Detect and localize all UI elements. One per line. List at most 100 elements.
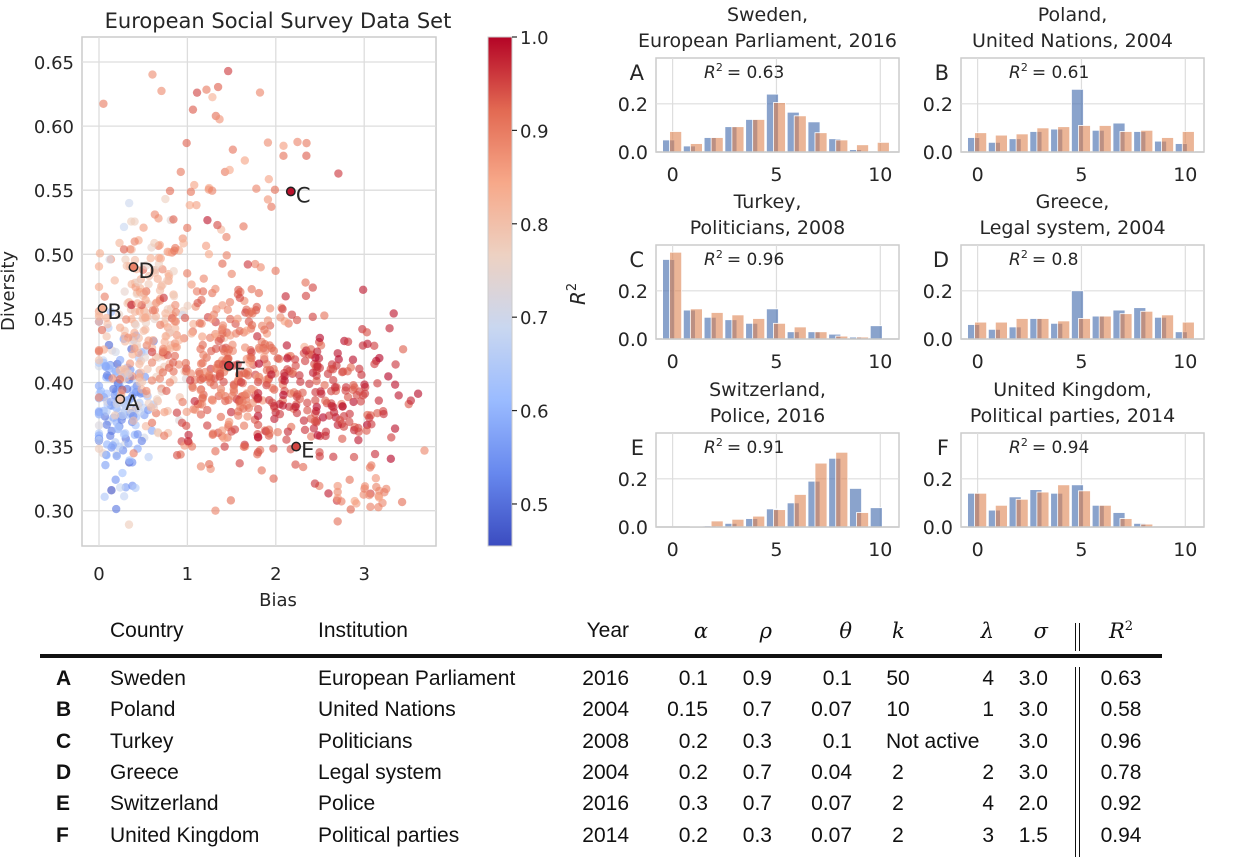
scatter-point: [115, 355, 125, 365]
scatter-point: [119, 430, 129, 439]
scatter-point: [254, 359, 264, 368]
scatter-point: [262, 380, 271, 390]
scatter-point: [247, 321, 257, 330]
scatter-point: [253, 388, 263, 398]
scatter-point: [170, 316, 179, 326]
scatter-point: [243, 412, 252, 421]
scatter-point: [94, 410, 104, 419]
scatter-labeled-point-c: [285, 186, 296, 197]
panel-x-tick-label: 10: [868, 164, 892, 186]
scatter-point: [118, 385, 127, 395]
scatter-point: [227, 427, 236, 436]
scatter-point: [299, 416, 309, 425]
histogram-bar-model: [1057, 484, 1071, 528]
scatter-point: [141, 325, 150, 334]
scatter-point: [119, 245, 129, 254]
r2-value: = 0.63: [727, 63, 785, 83]
scatter-point: [326, 364, 335, 374]
r2-symbol: R: [704, 63, 716, 83]
scatter-point: [94, 262, 104, 271]
scatter-y-ticks: 0.30 0.35 0.40 0.45 0.50 0.55 0.60 0.65: [34, 53, 74, 523]
scatter-point: [343, 337, 353, 346]
scatter-point: [291, 402, 300, 411]
scatter-point: [155, 286, 165, 295]
row-institution: United Nations: [318, 698, 456, 722]
scatter-point: [349, 397, 358, 407]
row-k: 50: [886, 667, 910, 690]
scatter-point: [240, 343, 250, 352]
scatter-point: [301, 291, 311, 301]
histogram-bar-model: [994, 134, 1008, 153]
row-alpha: 0.2: [678, 760, 708, 784]
scatter-point: [398, 345, 408, 354]
histogram-bar-model: [793, 326, 807, 340]
histogram-bar-model: [689, 308, 703, 340]
scatter-point: [317, 389, 326, 398]
scatter-point: [337, 368, 347, 377]
histogram-panel-e: Switzerland, Police, 2016 E R2 = 0.91 0.0 0.2 0…: [618, 379, 900, 561]
scatter-point: [152, 298, 161, 308]
scatter-point: [186, 376, 195, 385]
r2-symbol: R: [1009, 250, 1021, 270]
scatter-point: [103, 320, 112, 329]
row-k: 2: [892, 823, 904, 847]
scatter-point: [184, 430, 193, 440]
histogram-bar-model: [752, 515, 766, 528]
scatter-point: [179, 239, 188, 248]
scatter-point: [420, 446, 429, 455]
scatter-point: [130, 217, 139, 226]
panel-x-tick-label: 5: [1075, 539, 1087, 561]
row-label: D: [56, 760, 72, 784]
histogram-bar-model: [793, 115, 807, 153]
scatter-point: [338, 434, 347, 443]
scatter-point: [203, 215, 212, 225]
row-alpha: 0.2: [678, 729, 708, 753]
header-r2: R2: [1090, 619, 1152, 643]
scatter-point: [119, 492, 129, 501]
histogram-bar-model: [1036, 127, 1050, 153]
scatter-point: [136, 368, 145, 377]
scatter-point: [413, 389, 423, 398]
scatter-point: [200, 367, 210, 377]
row-alpha: 0.2: [678, 823, 708, 847]
scatter-y-tick-label: 0.60: [34, 117, 74, 138]
histogram-bar-model: [1036, 491, 1050, 528]
scatter-point: [301, 278, 310, 287]
row-sigma: 3.0: [1018, 667, 1048, 690]
histogram-bar-model: [1078, 318, 1091, 340]
scatter-point: [316, 341, 326, 350]
scatter-point: [111, 347, 120, 357]
scatter-point: [97, 325, 107, 335]
histogram-bar-model: [994, 504, 1008, 528]
scatter-point: [224, 354, 233, 363]
header-lambda: λ: [980, 619, 994, 643]
scatter-point: [276, 313, 285, 322]
table-header-row: Country Institution Year α ρ θ k λ σ R2: [40, 619, 1165, 650]
row-sigma: 3.0: [1018, 698, 1048, 722]
scatter-point: [305, 379, 314, 389]
scatter-point: [334, 169, 343, 178]
scatter-point-label-f: F: [234, 358, 246, 382]
scatter-point: [94, 393, 104, 402]
r2-superscript: 2: [1021, 436, 1028, 449]
scatter-point: [157, 86, 166, 96]
scatter-point: [144, 279, 153, 289]
scatter-point: [162, 386, 171, 396]
row-r2: 0.78: [1100, 760, 1142, 784]
colorbar-tick-label: 0.8: [520, 215, 549, 236]
histogram-bar-model: [669, 251, 683, 340]
colorbar-label-sup: 2: [565, 283, 580, 291]
scatter-point: [253, 377, 263, 387]
scatter-point: [198, 393, 207, 402]
scatter-point: [281, 292, 290, 301]
scatter-point: [349, 452, 359, 462]
scatter-point-label-a: A: [125, 391, 140, 415]
row-label: B: [56, 698, 72, 722]
scatter-point: [306, 432, 316, 441]
scatter-point: [225, 297, 235, 307]
row-lambda: 2: [982, 760, 994, 784]
scatter-point: [255, 345, 264, 354]
scatter-point: [196, 410, 206, 419]
header-r2-sup: 2: [1124, 619, 1134, 634]
scatter-point: [365, 490, 374, 500]
